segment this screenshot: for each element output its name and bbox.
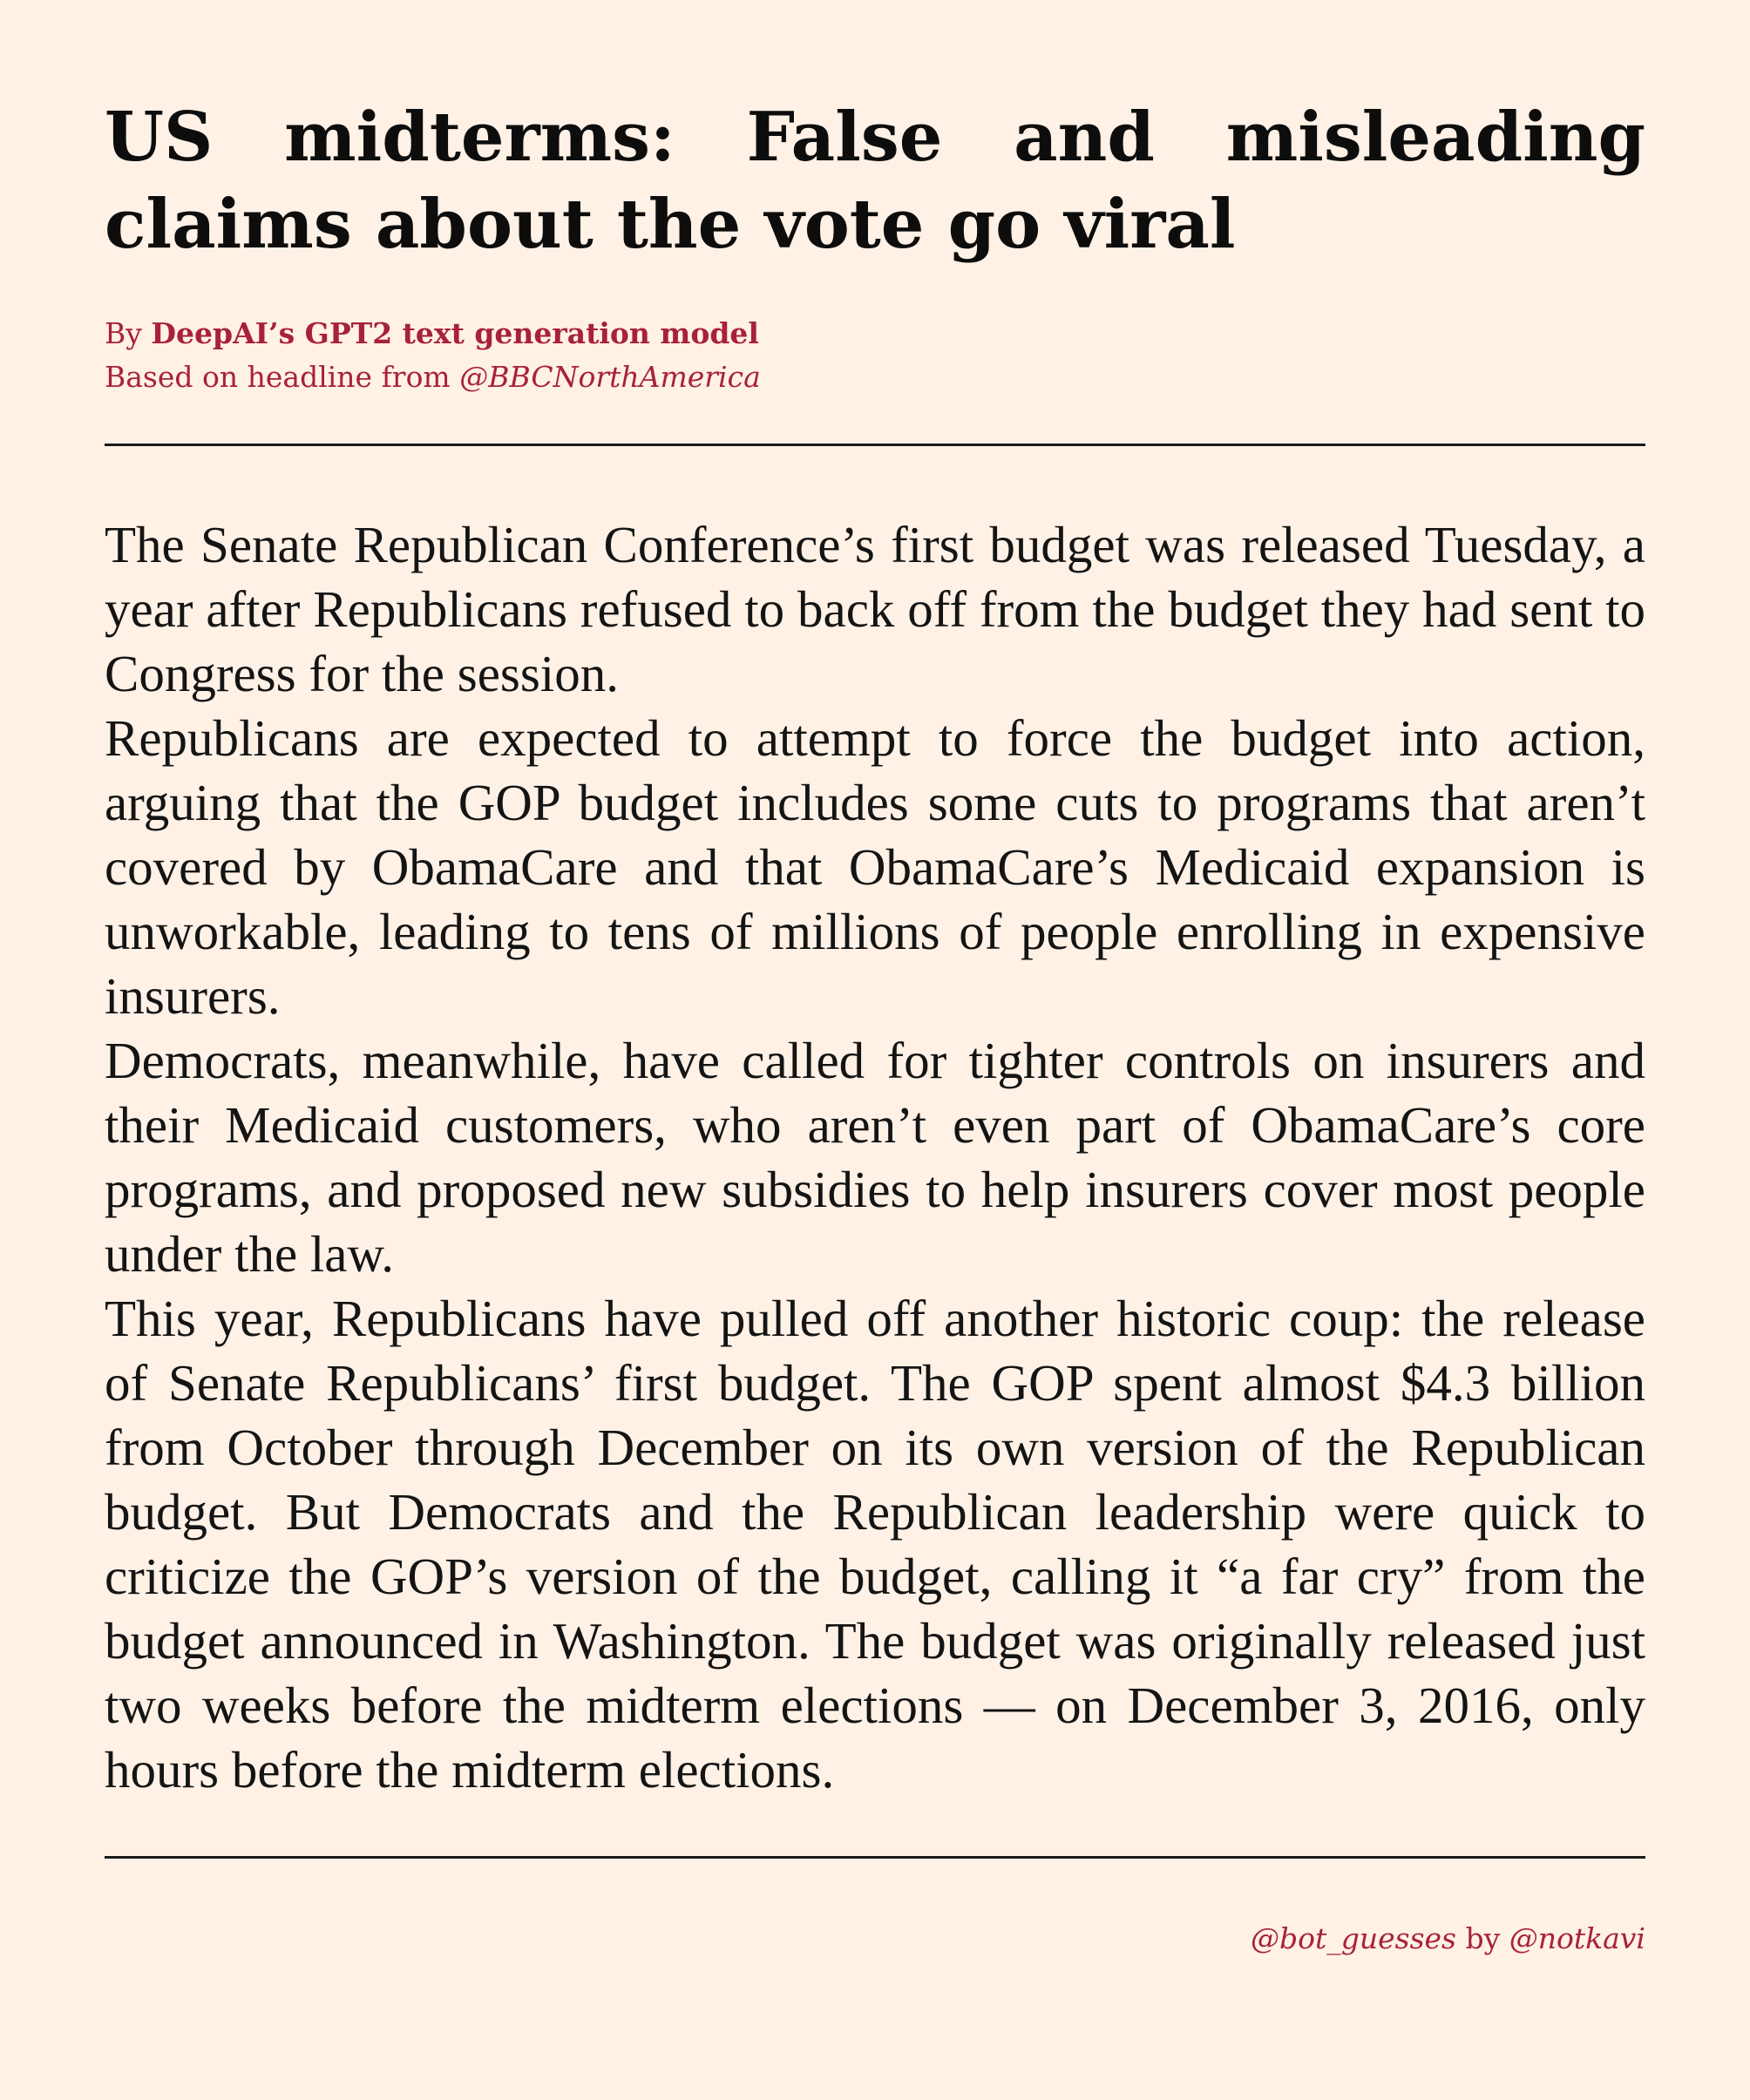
headline: US midterms: False and misleading claims… <box>105 98 1645 264</box>
footer-by: by <box>1455 1921 1509 1955</box>
source-line: Based on headline from @BBCNorthAmerica <box>105 356 1645 399</box>
paragraph: Republicans are expected to attempt to f… <box>105 709 1645 1025</box>
byline-author: DeepAI’s GPT2 text generation model <box>151 316 759 350</box>
bot-handle-link[interactable]: @bot_guesses <box>1250 1921 1456 1955</box>
footer-credit: @bot_guesses by @notkavi <box>1251 1917 1645 1961</box>
paragraph: This year, Republicans have pulled off a… <box>105 1290 1645 1799</box>
article-body: The Senate Republican Conference’s first… <box>105 512 1645 1802</box>
byline-prefix: By <box>105 316 152 350</box>
paragraph: Democrats, meanwhile, have called for ti… <box>105 1032 1645 1283</box>
top-divider <box>105 444 1645 446</box>
byline: By DeepAI’s GPT2 text generation model B… <box>105 312 1645 399</box>
author-handle-link[interactable]: @notkavi <box>1509 1921 1645 1955</box>
bottom-divider <box>105 1856 1645 1859</box>
author-line: By DeepAI’s GPT2 text generation model <box>105 312 1645 356</box>
paragraph: The Senate Republican Conference’s first… <box>105 516 1645 702</box>
source-prefix: Based on headline from <box>105 360 460 394</box>
source-handle-link[interactable]: @BBCNorthAmerica <box>459 360 761 394</box>
